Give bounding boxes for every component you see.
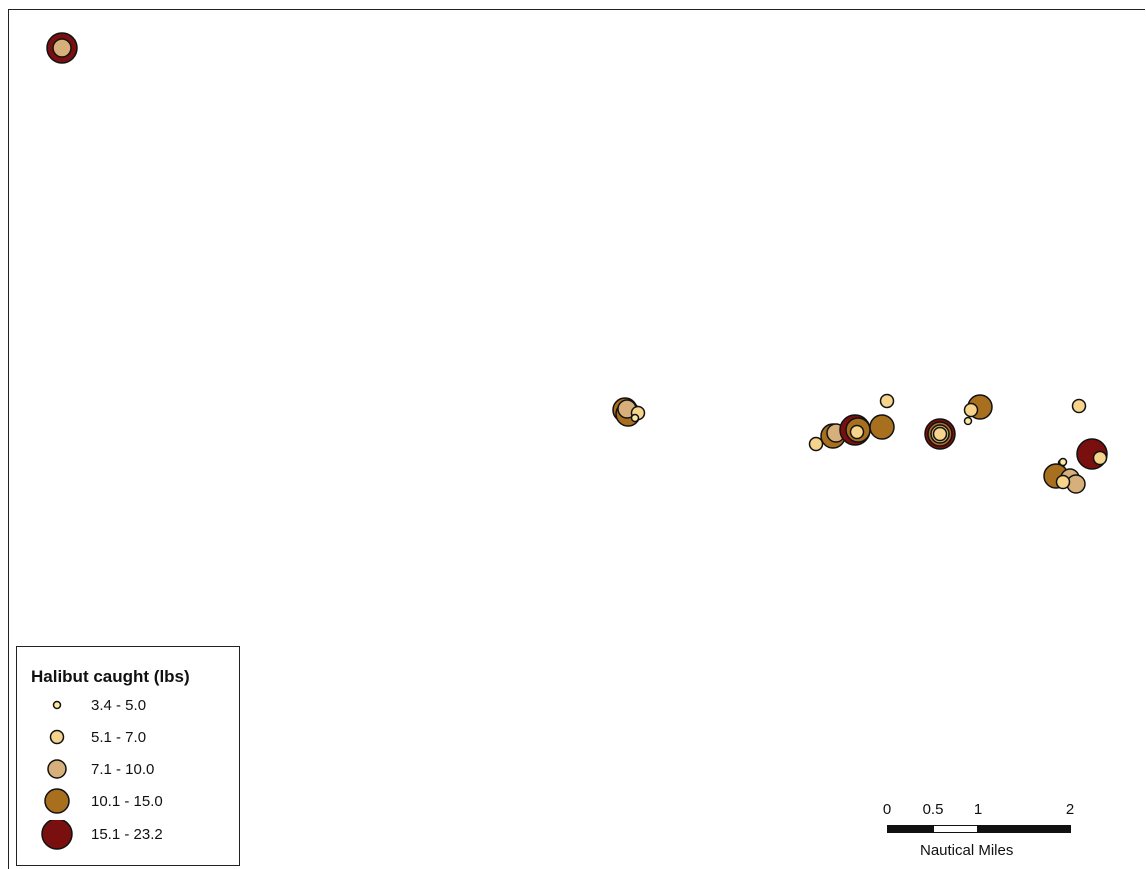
legend-symbol-icon <box>52 700 62 710</box>
legend-item-label: 15.1 - 23.2 <box>91 826 163 843</box>
catch-point-marker <box>1071 398 1087 414</box>
legend: Halibut caught (lbs) 3.4 - 5.0 5.1 - 7.0 7… <box>16 646 240 866</box>
catch-point-marker <box>1058 457 1068 467</box>
legend-item: 7.1 - 10.0 <box>17 755 237 785</box>
catch-point-marker <box>869 414 895 440</box>
legend-item: 5.1 - 7.0 <box>17 723 237 753</box>
scale-segment-black-1 <box>887 825 933 833</box>
scale-bar: 0 0.5 1 2 Nautical Miles <box>870 798 1090 868</box>
legend-symbol-icon <box>49 729 65 745</box>
legend-item-label: 5.1 - 7.0 <box>91 729 147 746</box>
legend-symbol-icon <box>44 788 70 814</box>
catch-point-marker <box>932 426 948 442</box>
legend-item: 3.4 - 5.0 <box>17 691 237 721</box>
legend-item-label: 7.1 - 10.0 <box>91 761 155 778</box>
catch-point-marker <box>630 413 640 423</box>
legend-item: 10.1 - 15.0 <box>17 787 237 817</box>
scale-tick-1: 1 <box>973 801 983 818</box>
scale-tick-0-5: 0.5 <box>922 801 944 818</box>
legend-item-label: 10.1 - 15.0 <box>91 793 163 810</box>
catch-point-marker <box>52 38 72 58</box>
map-frame <box>8 9 1145 869</box>
legend-item: 15.1 - 23.2 <box>17 820 237 850</box>
legend-symbol-icon <box>41 820 73 850</box>
catch-point-marker <box>963 402 979 418</box>
legend-symbol-icon <box>47 759 67 779</box>
catch-point-marker <box>963 416 973 426</box>
catch-point-marker <box>1055 474 1071 490</box>
legend-title: Halibut caught (lbs) <box>31 667 190 686</box>
legend-item-label: 3.4 - 5.0 <box>91 697 147 714</box>
scale-segment-white <box>933 825 978 833</box>
scale-tick-2: 2 <box>1065 801 1075 818</box>
catch-point-marker <box>879 393 895 409</box>
catch-point-marker <box>808 436 824 452</box>
scale-units-label: Nautical Miles <box>920 842 1014 859</box>
catch-point-marker <box>849 424 865 440</box>
scale-segment-black-2 <box>978 825 1071 833</box>
catch-point-marker <box>1092 450 1108 466</box>
scale-tick-0: 0 <box>882 801 892 818</box>
